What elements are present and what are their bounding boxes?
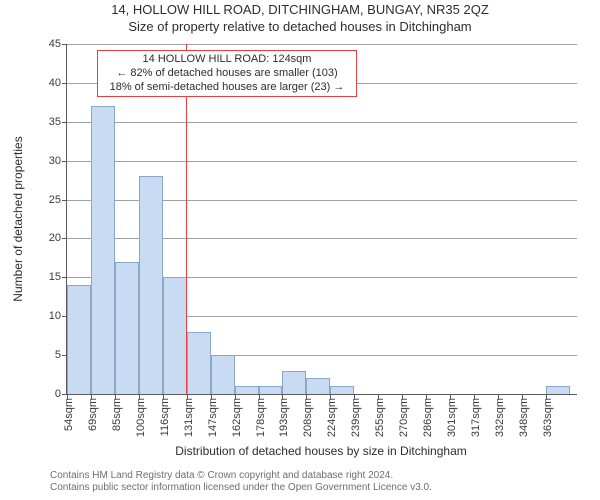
x-tick-label: 162sqm: [231, 398, 243, 437]
gridline: [67, 122, 577, 123]
x-tick-label: 116sqm: [159, 398, 171, 436]
x-tick-label: 270sqm: [398, 398, 410, 437]
y-tick-mark: [62, 44, 67, 45]
x-tick-label: 348sqm: [518, 398, 530, 437]
y-tick-label: 15: [49, 271, 61, 283]
y-tick-label: 30: [49, 155, 61, 167]
y-tick-mark: [62, 122, 67, 123]
x-tick-label: 193sqm: [278, 398, 290, 437]
footer-line-2: Contains public sector information licen…: [50, 482, 432, 494]
histogram-bar: [306, 378, 330, 394]
y-tick-label: 25: [49, 194, 61, 206]
x-tick-label: 255sqm: [374, 398, 386, 437]
histogram-bar: [115, 262, 139, 394]
y-tick-label: 5: [55, 349, 61, 361]
x-tick-label: 332sqm: [494, 398, 506, 437]
histogram-bar: [187, 332, 211, 394]
y-tick-label: 0: [55, 388, 61, 400]
histogram-bar: [163, 277, 187, 394]
histogram-plot-area: 05101520253035404554sqm69sqm85sqm100sqm1…: [66, 44, 577, 395]
info-box-line: 18% of semi-detached houses are larger (…: [104, 81, 350, 95]
y-tick-label: 45: [49, 38, 61, 50]
x-tick-label: 69sqm: [87, 398, 99, 431]
y-tick-mark: [62, 161, 67, 162]
property-info-box: 14 HOLLOW HILL ROAD: 124sqm← 82% of deta…: [97, 50, 357, 97]
footer-line-1: Contains HM Land Registry data © Crown c…: [50, 470, 432, 482]
gridline: [67, 44, 577, 45]
y-tick-label: 35: [49, 116, 61, 128]
x-tick-label: 178sqm: [255, 398, 267, 437]
y-tick-label: 10: [49, 310, 61, 322]
x-tick-label: 147sqm: [207, 398, 219, 437]
x-tick-label: 131sqm: [183, 398, 195, 437]
y-tick-label: 40: [49, 77, 61, 89]
x-axis-label: Distribution of detached houses by size …: [175, 444, 467, 458]
x-tick-label: 100sqm: [135, 398, 147, 437]
y-axis-label: Number of detached properties: [11, 136, 25, 301]
y-tick-label: 20: [49, 232, 61, 244]
histogram-bar: [211, 355, 235, 394]
x-tick-label: 317sqm: [470, 398, 482, 437]
page-title-2: Size of property relative to detached ho…: [0, 20, 600, 35]
histogram-bar: [139, 176, 163, 394]
histogram-bar: [91, 106, 115, 394]
histogram-bar: [259, 386, 283, 394]
info-box-line: ← 82% of detached houses are smaller (10…: [104, 67, 350, 81]
x-tick-label: 85sqm: [111, 398, 123, 431]
y-tick-mark: [62, 200, 67, 201]
x-tick-label: 239sqm: [350, 398, 362, 437]
histogram-bar: [282, 371, 306, 394]
x-tick-label: 301sqm: [446, 398, 458, 437]
y-tick-mark: [62, 83, 67, 84]
histogram-bar: [235, 386, 259, 394]
x-tick-label: 363sqm: [542, 398, 554, 437]
info-box-line: 14 HOLLOW HILL ROAD: 124sqm: [104, 53, 350, 67]
y-tick-mark: [62, 238, 67, 239]
y-tick-mark: [62, 277, 67, 278]
x-tick-label: 286sqm: [422, 398, 434, 437]
histogram-bar: [546, 386, 570, 394]
x-tick-label: 54sqm: [63, 398, 75, 431]
page-title-1: 14, HOLLOW HILL ROAD, DITCHINGHAM, BUNGA…: [0, 3, 600, 18]
gridline: [67, 161, 577, 162]
attribution-footer: Contains HM Land Registry data © Crown c…: [50, 470, 432, 494]
histogram-bar: [330, 386, 354, 394]
x-tick-label: 208sqm: [302, 398, 314, 437]
x-tick-label: 224sqm: [326, 398, 338, 437]
histogram-bar: [67, 285, 91, 394]
